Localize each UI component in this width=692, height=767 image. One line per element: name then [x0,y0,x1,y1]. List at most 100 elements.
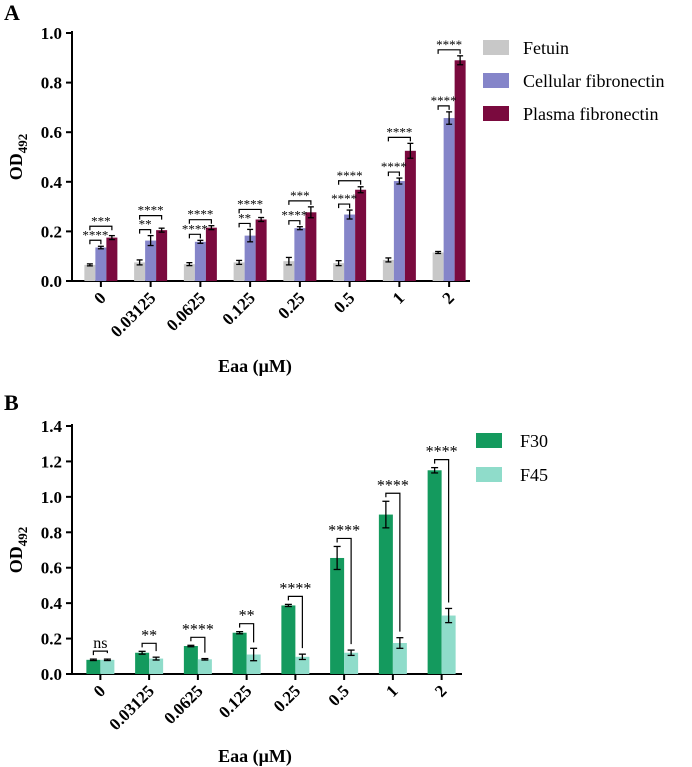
panel-b-sig-bracket [239,623,255,643]
panel-b-ytick-label: 1.4 [41,417,63,436]
panel-a-sig-label: **** [337,168,363,183]
panel-b-bar [281,605,296,674]
panel-b-xtick-label: 2 [431,681,450,700]
panel-a-xtick-label: 0.5 [330,288,358,316]
panel-a-sig-label: **** [187,207,213,222]
panel-a-sig-bracket [387,171,400,177]
panel-a-bar [194,241,206,281]
panel-a-sig-bracket [437,49,461,54]
panel-a-bar [233,262,245,281]
panel-a-sig-label: ** [139,217,152,232]
panel-b-xtick-label: 0.0625 [160,681,206,727]
panel-a-sig-label: **** [138,203,164,218]
panel-b-bar [86,659,101,674]
panel-b-bar [135,652,150,674]
panel-b-bar [183,646,198,674]
panel-a-bar [244,235,256,281]
panel-b-xtick-label: 0.125 [215,681,255,721]
panel-b-xtick-label: 0.5 [324,681,352,709]
panel-b-sig-label: **** [377,477,409,494]
panel-b-sig-bracket [434,459,450,603]
panel-a-sig-label: **** [436,37,462,52]
panel-b-sig-label: **** [279,580,311,597]
panel-b-bar [100,659,115,674]
panel-a-bar [183,264,195,281]
panel-a-bar [106,237,118,281]
panel-b-xtick-label: 0.03125 [105,681,158,734]
panel-b-sig-bracket [92,650,108,656]
panel-b-bar [427,470,442,674]
panel-a-bar [393,181,405,281]
panel-b-sig-bracket [287,595,303,649]
panel-b-xtick-label: 0 [90,681,109,700]
panel-a-sig-bracket [139,215,163,220]
panel-a-sig-label: *** [91,213,111,228]
panel-a-bar [355,189,367,281]
panel-a-legend-swatch [483,106,509,121]
panel-b-ytick-label: 0.0 [41,665,62,684]
panel-a-sig-label: *** [290,188,310,203]
panel-b-sig-label: ** [239,608,255,625]
panel-b-xlabel: Eaa (μM) [218,746,292,767]
panel-b-legend-label: F30 [520,431,548,451]
panel-a-sig-label: **** [281,208,307,223]
panel-b-bar [149,658,164,674]
panel-a-sig-label: **** [237,196,263,211]
panel-a-ylabel: OD492 [6,134,30,181]
panel-a-sig-label: **** [82,227,108,242]
panel-b-legend-swatch [476,433,502,448]
panel-b-sig-bracket [385,492,401,632]
panel-a-legend-label: Fetuin [523,38,569,58]
panel-a-xtick-label: 0 [90,288,109,307]
panel-a-bar [305,212,317,281]
panel-a-sig-bracket [89,239,102,245]
panel-a-sig-label: **** [182,221,208,236]
panel-a-ytick-label: 0.6 [41,123,62,142]
panel-a-bar [344,214,356,281]
panel-a-sig-label: **** [331,191,357,206]
panel-b-label: B [4,390,19,415]
panel-b-xtick-label: 1 [382,681,401,700]
panel-a-sig-label: **** [431,93,457,108]
panel-b-ytick-label: 0.4 [41,594,63,613]
panel-b-bar [378,514,393,674]
panel-b-ytick-label: 0.6 [41,559,62,578]
panel-b-ylabel-sub: 492 [15,527,30,547]
panel-a-xtick-label: 0.25 [274,288,308,322]
panel-b-sig-label: ns [93,635,107,652]
panel-a-bar [283,261,295,281]
panel-a-bar [333,263,345,281]
panel-a-sig-bracket [188,219,212,224]
panel-a-sig-bracket [238,222,251,228]
panel-a-bar [84,264,96,281]
panel-a-bar [382,259,394,281]
panel-a-xtick-label: 2 [439,288,458,307]
panel-a-legend-swatch [483,73,509,88]
panel-b-sig-label: **** [426,444,458,461]
panel-a-sig-bracket [238,208,262,214]
panel-a-bar [205,227,217,281]
panel-a-ylabel-main: OD [6,153,26,180]
panel-a-bar [454,60,466,281]
panel-a-plot: 0.0 0.2 0.4 0.6 0.8 1.0 00.03125 0.0625 0.125 0.2… [41,24,665,341]
panel-b-ytick-label: 0.8 [41,523,62,542]
panel-a-bar [404,150,416,281]
panel-b-ytick-label: 1.2 [41,452,62,471]
panel-a-ytick-label: 0.8 [41,74,62,93]
panel-b-sig-label: ** [141,627,157,644]
panel-a-bar [134,262,146,281]
panel-a-bar [443,118,455,282]
panel-b-bar [392,643,407,674]
panel-b-sig-bracket [190,636,206,653]
panel-b-sig-bracket [336,537,352,645]
panel-a-sig-bracket [139,229,152,234]
panel-a-ytick-label: 0.2 [41,222,62,241]
panel-b-sig-label: **** [182,621,214,638]
panel-b-ytick-label: 1.0 [41,488,62,507]
panel-a-bar [432,252,444,281]
panel-a-sig-label: **** [386,124,412,139]
panel-b-ylabel: OD492 [6,527,30,574]
panel-a-ytick-label: 1.0 [41,24,62,43]
panel-a-xtick-label: 0.125 [218,288,258,328]
panel-a-sig-bracket [387,136,411,142]
